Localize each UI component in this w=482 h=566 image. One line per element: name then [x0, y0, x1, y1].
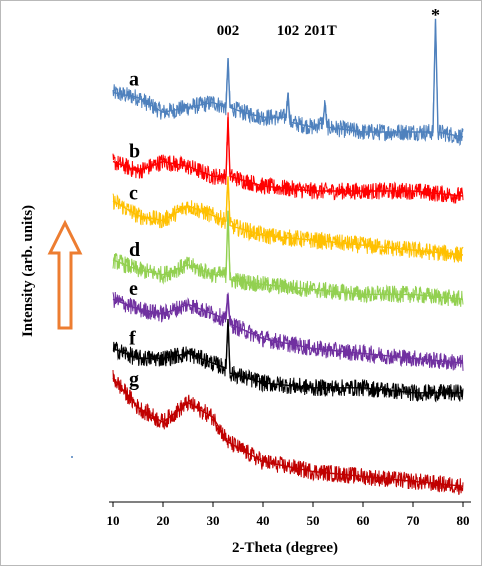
peak-label: 102 — [277, 23, 300, 39]
peak-label: * — [431, 5, 440, 25]
peak-label: 002 — [217, 23, 240, 39]
series-label-f: f — [129, 327, 136, 349]
series-c-line — [112, 180, 464, 263]
x-tick-label: 20 — [157, 513, 170, 528]
series-label-c: c — [129, 183, 138, 205]
x-tick-label: 80 — [457, 513, 470, 528]
x-tick-label: 10 — [107, 513, 120, 528]
up-arrow-icon — [47, 219, 83, 330]
y-axis-title: Intensity (arb. units) — [20, 205, 36, 337]
x-ticks: 10 20 30 40 50 60 70 80 — [107, 502, 470, 528]
x-tick-label: 30 — [207, 513, 220, 528]
series-f-peaks — [112, 318, 463, 394]
series-a-peaks — [112, 18, 464, 138]
peak-label: 201T — [304, 23, 337, 39]
x-tick-label: 60 — [357, 513, 370, 528]
series-e-line — [112, 291, 464, 371]
series-g-peaks — [112, 377, 464, 487]
series-label-g: g — [129, 369, 139, 391]
series-c-peaks — [112, 176, 464, 256]
series-layer — [112, 18, 464, 495]
series-b-peaks — [112, 117, 464, 197]
x-axis-title: 2-Theta (degree) — [232, 540, 338, 556]
stray-dot — [71, 456, 73, 458]
series-d-line — [112, 219, 464, 307]
series-d-peaks — [112, 210, 464, 300]
series-label-e: e — [129, 278, 138, 300]
series-a-line — [112, 22, 464, 147]
series-b-line — [112, 112, 464, 204]
x-tick-label: 40 — [257, 513, 270, 528]
x-tick-label: 50 — [307, 513, 320, 528]
peak-labels: 002 102 201T * — [217, 5, 440, 39]
series-label-a: a — [129, 69, 139, 91]
series-label-b: b — [129, 140, 140, 162]
series-labels: a bc de fg — [129, 69, 140, 391]
x-tick-label: 70 — [407, 513, 420, 528]
series-label-d: d — [129, 239, 140, 261]
series-e-peaks — [112, 294, 464, 364]
